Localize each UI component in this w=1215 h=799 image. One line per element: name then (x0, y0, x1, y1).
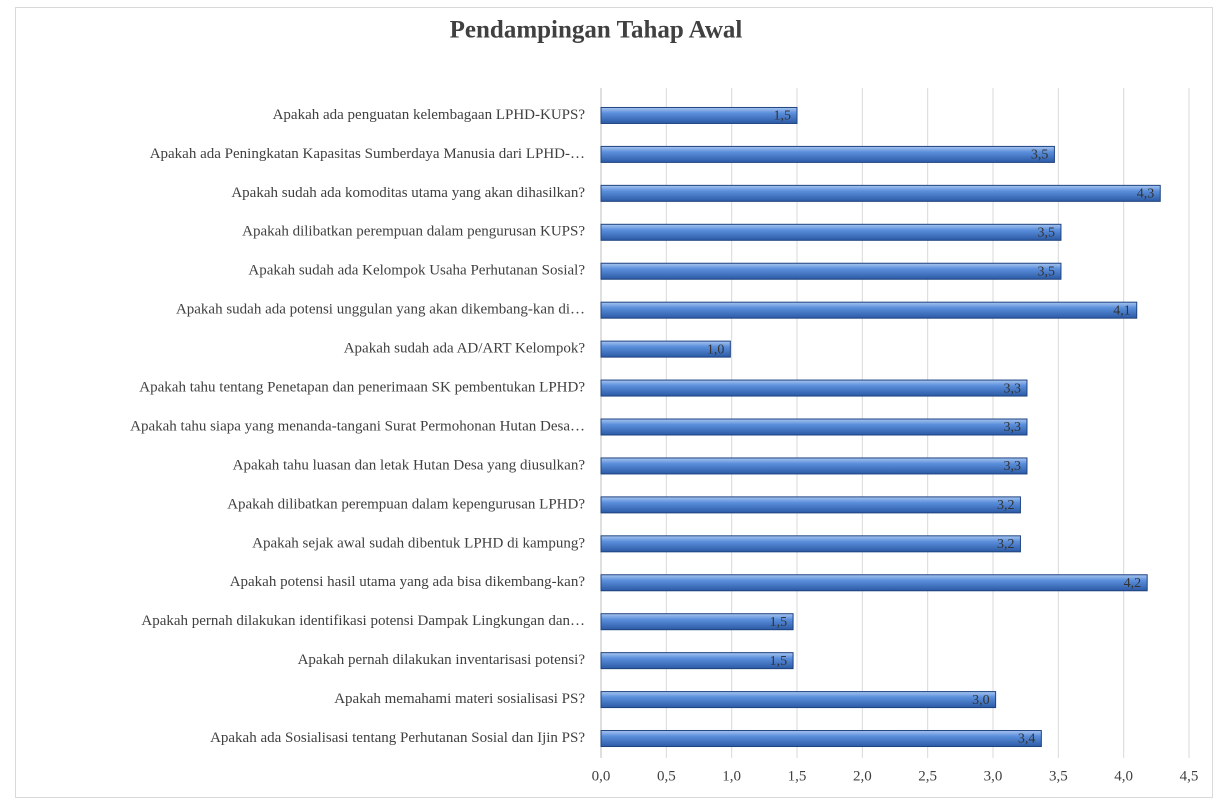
data-label: 3,2 (997, 537, 1015, 552)
x-tick-label: 1,0 (722, 768, 741, 784)
y-tick-label: Apakah ada Sosialisasi tentang Perhutana… (210, 730, 585, 746)
y-tick-label: Apakah ada penguatan kelembagaan LPHD-KU… (273, 107, 586, 123)
data-label: 4,2 (1124, 576, 1142, 591)
data-label: 3,4 (1018, 732, 1036, 747)
x-tick-label: 0,0 (592, 768, 611, 784)
bar (600, 574, 1148, 592)
x-tick-label: 4,5 (1180, 768, 1199, 784)
x-tick-label: 0,5 (657, 768, 676, 784)
y-tick-label: Apakah pernah dilakukan inventarisasi po… (298, 652, 586, 668)
bar (600, 340, 731, 358)
y-tick-label: Apakah tahu tentang Penetapan dan peneri… (139, 379, 585, 395)
data-label: 1,0 (707, 342, 725, 357)
bar (600, 145, 1055, 163)
y-tick-label: Apakah sudah ada AD/ART Kelompok? (344, 341, 586, 357)
data-label: 3,3 (1003, 381, 1021, 396)
bar (600, 301, 1138, 319)
y-tick-label: Apakah ada Peningkatan Kapasitas Sumberd… (150, 146, 585, 162)
data-label: 3,3 (1003, 459, 1021, 474)
x-tick-label: 2,5 (918, 768, 937, 784)
bar (600, 535, 1021, 553)
bar (600, 184, 1161, 202)
data-label: 4,3 (1137, 187, 1155, 202)
bar (600, 379, 1028, 397)
x-tick-label: 1,5 (788, 768, 807, 784)
y-tick-label: Apakah dilibatkan perempuan dalam kepeng… (227, 496, 585, 512)
y-tick-label: Apakah potensi hasil utama yang ada bisa… (230, 574, 586, 590)
x-tick-label: 2,0 (853, 768, 872, 784)
x-tick-label: 3,0 (984, 768, 1003, 784)
data-label: 3,2 (997, 498, 1015, 513)
y-tick-label: Apakah memahami materi sosialisasi PS? (334, 691, 585, 707)
chart-title: Pendampingan Tahap Awal (450, 17, 743, 44)
bar (600, 496, 1021, 514)
data-label: 1,5 (770, 615, 788, 630)
bar (600, 223, 1062, 241)
chart-border (15, 7, 1213, 798)
y-tick-label: Apakah pernah dilakukan identifikasi pot… (141, 613, 585, 629)
y-tick-label: Apakah sejak awal sudah dibentuk LPHD di… (252, 535, 585, 551)
y-tick-label: Apakah dilibatkan perempuan dalam pengur… (242, 224, 585, 240)
data-label: 1,5 (770, 654, 788, 669)
data-label: 3,5 (1037, 264, 1055, 279)
bar (600, 418, 1028, 436)
x-tick-label: 3,5 (1049, 768, 1068, 784)
data-label: 1,5 (774, 109, 792, 124)
bar (600, 457, 1028, 475)
y-tick-label: Apakah tahu luasan dan letak Hutan Desa … (233, 457, 586, 473)
data-label: 4,1 (1113, 303, 1131, 318)
bar (600, 691, 997, 709)
y-tick-label: Apakah sudah ada Kelompok Usaha Perhutan… (248, 263, 585, 279)
bar (600, 106, 798, 124)
x-tick-label: 4,0 (1114, 768, 1133, 784)
data-label: 3,5 (1031, 148, 1049, 163)
y-tick-label: Apakah sudah ada potensi unggulan yang a… (176, 302, 585, 318)
data-label: 3,5 (1037, 226, 1055, 241)
bar (600, 262, 1062, 280)
y-tick-label: Apakah tahu siapa yang menanda-tangani S… (130, 418, 585, 434)
data-label: 3,0 (972, 693, 990, 708)
y-tick-label: Apakah sudah ada komoditas utama yang ak… (231, 185, 585, 201)
bar (600, 613, 794, 631)
bar (600, 730, 1042, 748)
bar (600, 652, 794, 670)
data-label: 3,3 (1003, 420, 1021, 435)
